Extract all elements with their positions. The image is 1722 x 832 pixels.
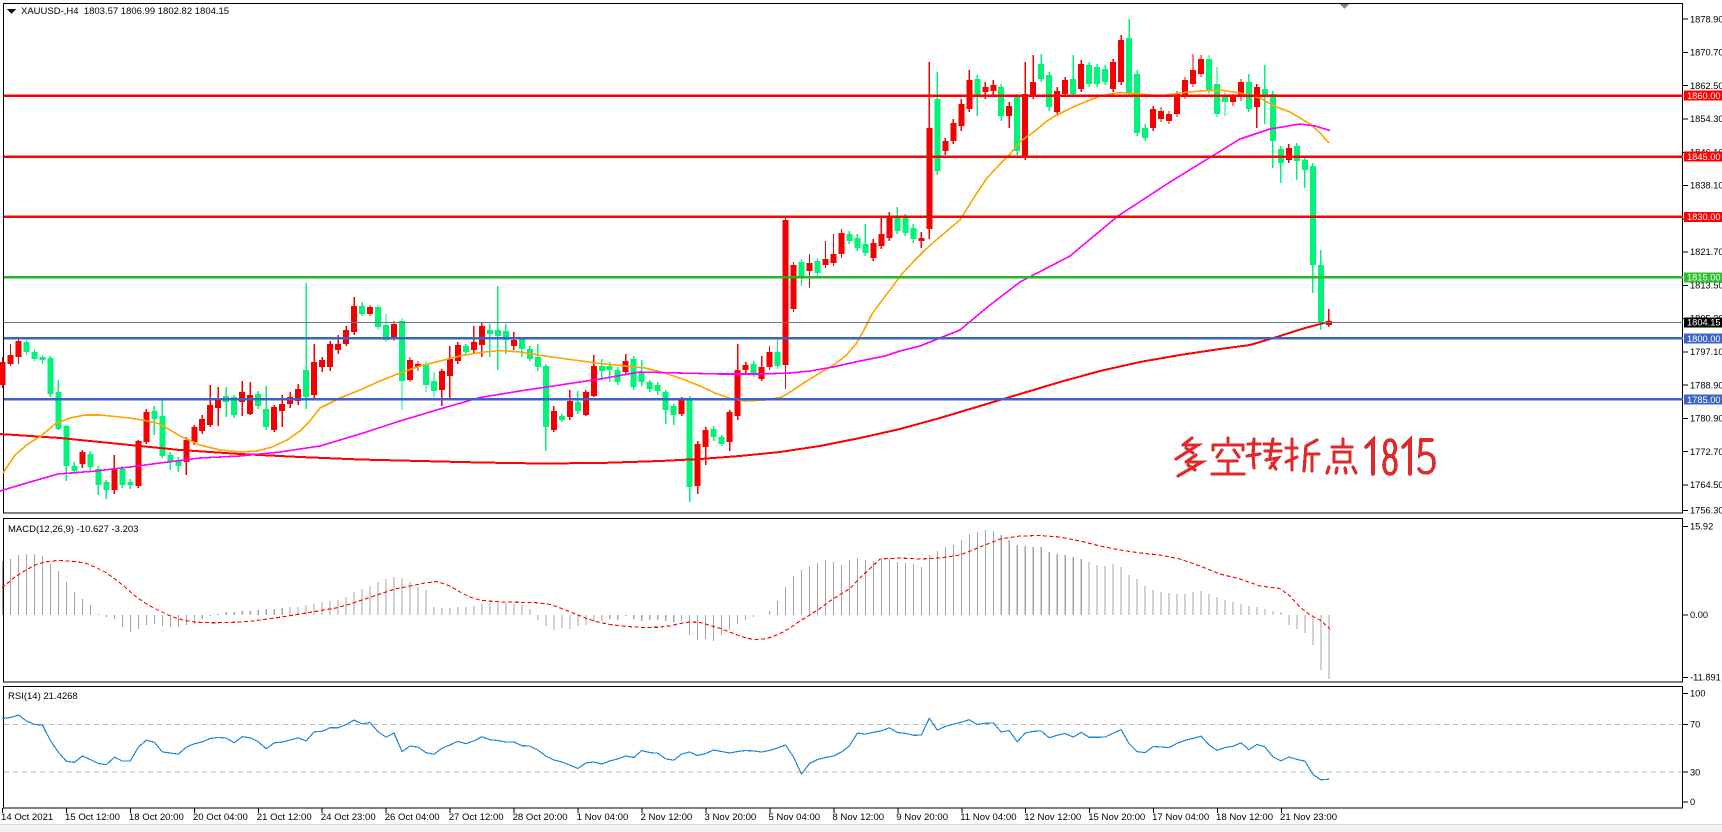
svg-text:RSI(14) 21.4268: RSI(14) 21.4268 <box>8 691 78 702</box>
svg-text:26 Oct 04:00: 26 Oct 04:00 <box>385 812 440 823</box>
svg-text:28 Oct 20:00: 28 Oct 20:00 <box>513 812 568 823</box>
svg-text:-11.891: -11.891 <box>1690 673 1721 683</box>
svg-text:100: 100 <box>1690 689 1706 699</box>
svg-text:1 Nov 04:00: 1 Nov 04:00 <box>577 812 629 823</box>
svg-text:1800.00: 1800.00 <box>1687 334 1721 344</box>
svg-text:1764.50: 1764.50 <box>1690 480 1722 490</box>
svg-text:1785.00: 1785.00 <box>1687 395 1721 405</box>
svg-text:24 Oct 23:00: 24 Oct 23:00 <box>321 812 376 823</box>
svg-text:MACD(12,26,9) -10.627 -3.203: MACD(12,26,9) -10.627 -3.203 <box>8 524 138 535</box>
svg-text:1780.90: 1780.90 <box>1690 414 1722 424</box>
svg-text:18 Nov 12:00: 18 Nov 12:00 <box>1216 812 1273 823</box>
svg-text:9 Nov 20:00: 9 Nov 20:00 <box>896 812 948 823</box>
svg-text:1804.15: 1804.15 <box>1687 318 1721 328</box>
svg-text:1788.90: 1788.90 <box>1690 380 1722 390</box>
svg-text:1862.50: 1862.50 <box>1690 81 1722 91</box>
svg-text:5 Nov 04:00: 5 Nov 04:00 <box>768 812 820 823</box>
svg-text:12 Nov 12:00: 12 Nov 12:00 <box>1024 812 1081 823</box>
svg-text:1815.00: 1815.00 <box>1687 273 1721 283</box>
svg-text:1854.30: 1854.30 <box>1690 114 1722 124</box>
svg-text:30: 30 <box>1690 767 1700 777</box>
svg-text:1830.00: 1830.00 <box>1687 212 1721 222</box>
svg-text:15 Nov 20:00: 15 Nov 20:00 <box>1088 812 1145 823</box>
svg-text:8 Nov 12:00: 8 Nov 12:00 <box>832 812 884 823</box>
svg-text:0.00: 0.00 <box>1690 610 1708 620</box>
svg-text:15 Oct 12:00: 15 Oct 12:00 <box>65 812 120 823</box>
svg-text:1860.00: 1860.00 <box>1687 91 1721 101</box>
svg-text:11 Nov 04:00: 11 Nov 04:00 <box>960 812 1016 823</box>
svg-text:1838.10: 1838.10 <box>1690 181 1722 191</box>
svg-text:XAUUSD-,H4 1803.57 1806.99 18: XAUUSD-,H4 1803.57 1806.99 1802.82 1804.… <box>21 6 229 17</box>
svg-text:2 Nov 12:00: 2 Nov 12:00 <box>641 812 693 823</box>
svg-text:3 Nov 20:00: 3 Nov 20:00 <box>705 812 757 823</box>
svg-text:70: 70 <box>1690 720 1700 730</box>
svg-text:1845.00: 1845.00 <box>1687 152 1721 162</box>
svg-text:15.92: 15.92 <box>1690 522 1713 532</box>
svg-text:27 Oct 12:00: 27 Oct 12:00 <box>449 812 504 823</box>
svg-text:1870.70: 1870.70 <box>1690 48 1722 58</box>
svg-text:20 Oct 04:00: 20 Oct 04:00 <box>193 812 248 823</box>
svg-text:21 Nov 23:00: 21 Nov 23:00 <box>1280 812 1337 823</box>
svg-text:1821.70: 1821.70 <box>1690 247 1722 257</box>
svg-text:0: 0 <box>1690 797 1695 807</box>
svg-text:18 Oct 20:00: 18 Oct 20:00 <box>129 812 184 823</box>
svg-text:21 Oct 12:00: 21 Oct 12:00 <box>257 812 312 823</box>
svg-text:14 Oct 2021: 14 Oct 2021 <box>1 812 53 823</box>
svg-text:1813.50: 1813.50 <box>1690 281 1722 291</box>
svg-text:1878.90: 1878.90 <box>1690 14 1722 24</box>
svg-text:17 Nov 04:00: 17 Nov 04:00 <box>1152 812 1209 823</box>
svg-text:1772.70: 1772.70 <box>1690 447 1722 457</box>
svg-text:1797.10: 1797.10 <box>1690 347 1722 357</box>
svg-text:1756.30: 1756.30 <box>1690 506 1722 516</box>
